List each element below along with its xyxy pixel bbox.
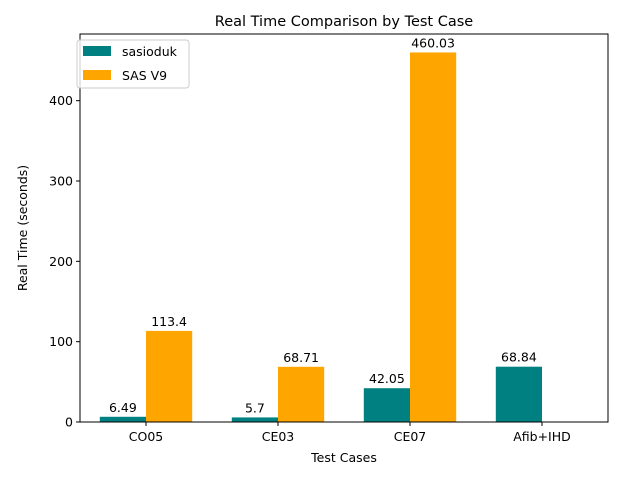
data-label-sas-v9-ce07: 460.03 xyxy=(411,35,455,50)
x-tick-label-ce07: CE07 xyxy=(394,429,427,444)
bar-sasioduk-co05 xyxy=(99,416,146,422)
data-label-sasioduk-ce03: 5.7 xyxy=(245,400,265,415)
x-tick-label-ce03: CE03 xyxy=(262,429,295,444)
bar-sas-v9-ce07 xyxy=(410,52,457,423)
data-label-sasioduk-afib-ihd: 68.84 xyxy=(501,350,537,365)
x-axis-ticks: CO05 CE03 CE07 Afib+IHD xyxy=(129,422,571,444)
x-tick-label-co05: CO05 xyxy=(129,429,163,444)
y-axis-ticks: 0 100 200 300 400 xyxy=(49,93,80,430)
legend-swatch-sasioduk xyxy=(83,46,111,56)
bar-sas-v9-co05 xyxy=(146,330,193,422)
y-tick-label-400: 400 xyxy=(49,93,73,108)
legend-label-sas-v9: SAS V9 xyxy=(122,68,167,83)
legend: sasioduk SAS V9 xyxy=(76,39,190,89)
x-axis-label: Test Cases xyxy=(310,450,377,465)
y-tick-label-100: 100 xyxy=(49,334,73,349)
y-tick-label-0: 0 xyxy=(65,415,73,430)
data-label-sas-v9-co05: 113.4 xyxy=(151,314,187,329)
bar-sasioduk-ce07 xyxy=(363,388,410,422)
legend-label-sasioduk: sasioduk xyxy=(122,44,178,59)
y-tick-label-300: 300 xyxy=(49,174,73,189)
data-labels-group: 6.49 5.7 42.05 68.84 113.4 68.71 460.03 xyxy=(109,35,537,415)
y-axis-label: Real Time (seconds) xyxy=(15,165,30,291)
bars-group xyxy=(99,52,542,423)
y-tick-label-200: 200 xyxy=(49,254,73,269)
data-label-sasioduk-co05: 6.49 xyxy=(109,400,137,415)
legend-swatch-sas-v9 xyxy=(83,70,111,80)
data-label-sasioduk-ce07: 42.05 xyxy=(369,371,405,386)
x-tick-label-afib-ihd: Afib+IHD xyxy=(513,429,571,444)
bar-sasioduk-afib-ihd xyxy=(495,366,542,422)
chart-title: Real Time Comparison by Test Case xyxy=(215,14,474,30)
bar-sas-v9-ce03 xyxy=(278,366,325,422)
plot-frame xyxy=(79,33,609,423)
data-label-sas-v9-ce03: 68.71 xyxy=(283,350,319,365)
bar-sasioduk-ce03 xyxy=(231,417,278,422)
